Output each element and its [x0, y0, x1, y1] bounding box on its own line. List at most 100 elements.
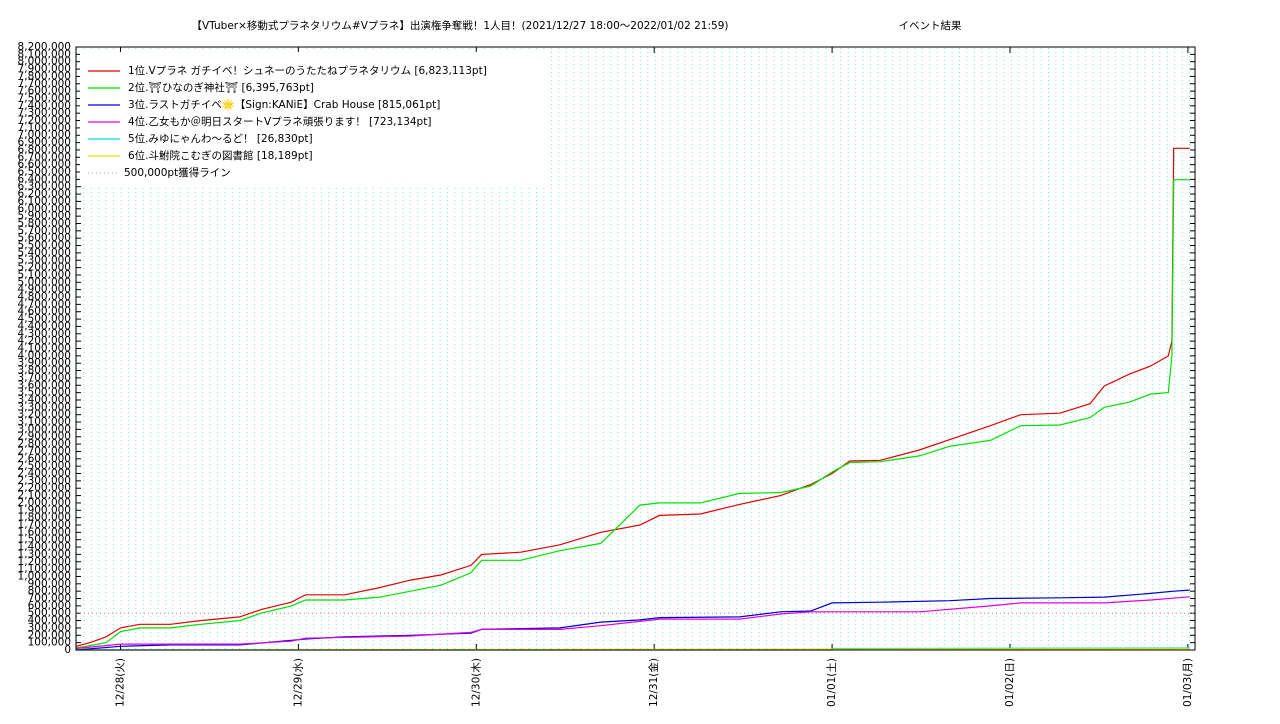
- legend-label: 3位.ラストガチイベ🌟【Sign:KANiE】Crab House [815,0…: [128, 98, 440, 111]
- y-tick-label: 6,000,000: [18, 203, 71, 215]
- y-tick-label: 1,600,000: [18, 526, 71, 538]
- y-tick-label: 2,600,000: [18, 453, 71, 465]
- y-tick-label: 1,900,000: [18, 504, 71, 516]
- x-tick-label: 01/02(日): [1004, 658, 1016, 707]
- y-tick-label: 1,500,000: [18, 534, 71, 546]
- y-tick-label: 2,400,000: [18, 468, 71, 480]
- x-tick-label: 12/30(木): [470, 658, 482, 707]
- y-tick-label: 7,400,000: [18, 100, 71, 112]
- x-tick-label: 12/28(火): [114, 658, 126, 707]
- y-tick-label: 7,700,000: [18, 78, 71, 90]
- y-tick-label: 3,400,000: [18, 394, 71, 406]
- y-tick-label: 0: [64, 644, 71, 656]
- x-tick-label: 12/31(金): [647, 658, 660, 707]
- legend-label: 6位.斗鮒院こむぎの図書館 [18,189pt]: [128, 149, 313, 162]
- y-tick-label: 3,700,000: [18, 372, 71, 384]
- y-tick-label: 900,000: [28, 578, 71, 590]
- y-tick-label: 2,100,000: [18, 490, 71, 502]
- y-tick-label: 5,600,000: [18, 232, 71, 244]
- y-tick-label: 6,600,000: [18, 159, 71, 171]
- x-tick-label: 01/03(月): [1182, 658, 1194, 707]
- y-tick-label: 5,500,000: [18, 240, 71, 252]
- y-tick-label: 6,100,000: [18, 195, 71, 207]
- x-tick-label: 01/01(土): [825, 658, 838, 707]
- y-tick-label: 1,400,000: [18, 541, 71, 553]
- y-tick-label: 4,600,000: [18, 306, 71, 318]
- y-tick-label: 5,200,000: [18, 262, 71, 274]
- y-tick-label: 4,700,000: [18, 298, 71, 310]
- y-tick-label: 3,200,000: [18, 409, 71, 421]
- y-tick-label: 4,400,000: [18, 320, 71, 332]
- y-tick-label: 3,500,000: [18, 387, 71, 399]
- y-tick-label: 6,900,000: [18, 137, 71, 149]
- chart-title: 【VTuber×移動式プラネタリウム#Vプラネ】出演権争奪戦！1人目！(2021…: [192, 19, 729, 32]
- y-tick-label: 7,800,000: [18, 70, 71, 82]
- y-tick-label: 4,200,000: [18, 335, 71, 347]
- y-tick-label: 3,600,000: [18, 379, 71, 391]
- y-tick-label: 8,200,000: [18, 41, 71, 53]
- y-tick-label: 5,000,000: [18, 276, 71, 288]
- y-tick-label: 7,900,000: [18, 63, 71, 75]
- y-tick-label: 700,000: [28, 593, 71, 605]
- y-tick-label: 2,200,000: [18, 482, 71, 494]
- y-tick-label: 6,400,000: [18, 173, 71, 185]
- y-tick-label: 1,200,000: [18, 556, 71, 568]
- y-tick-label: 2,800,000: [18, 438, 71, 450]
- legend-label: 4位.乙女もか＠明日スタートVプラネ頑張ります！ [723,134pt]: [128, 115, 431, 128]
- y-tick-label: 1,100,000: [18, 563, 71, 575]
- y-tick-label: 2,700,000: [18, 445, 71, 457]
- legend-label: 500,000pt獲得ライン: [124, 166, 231, 179]
- legend-label: 5位.みゆにゃんわ〜るど！ [26,830pt]: [128, 132, 313, 145]
- y-tick-label: 800,000: [28, 585, 71, 597]
- y-tick-label: 4,500,000: [18, 313, 71, 325]
- y-tick-label: 3,300,000: [18, 401, 71, 413]
- y-tick-label: 7,000,000: [18, 129, 71, 141]
- y-tick-label: 7,200,000: [18, 115, 71, 127]
- y-tick-label: 2,000,000: [18, 497, 71, 509]
- y-tick-label: 2,300,000: [18, 475, 71, 487]
- y-tick-label: 6,700,000: [18, 151, 71, 163]
- y-tick-label: 1,000,000: [18, 570, 71, 582]
- y-tick-label: 7,500,000: [18, 92, 71, 104]
- y-tick-label: 3,800,000: [18, 365, 71, 377]
- y-tick-label: 400,000: [28, 615, 71, 627]
- y-tick-label: 7,300,000: [18, 107, 71, 119]
- y-tick-label: 1,300,000: [18, 548, 71, 560]
- y-tick-label: 2,900,000: [18, 431, 71, 443]
- y-tick-label: 4,800,000: [18, 291, 71, 303]
- series-line: [75, 147, 1190, 647]
- y-tick-label: 3,000,000: [18, 423, 71, 435]
- y-tick-label: 2,500,000: [18, 460, 71, 472]
- series-line: [75, 179, 1190, 649]
- y-tick-label: 200,000: [28, 629, 71, 641]
- y-tick-label: 1,700,000: [18, 519, 71, 531]
- y-tick-label: 4,300,000: [18, 328, 71, 340]
- chart-subtitle: イベント結果: [899, 19, 962, 32]
- y-tick-label: 3,100,000: [18, 416, 71, 428]
- y-tick-label: 5,700,000: [18, 225, 71, 237]
- y-tick-label: 6,800,000: [18, 144, 71, 156]
- y-tick-label: 5,100,000: [18, 269, 71, 281]
- y-tick-label: 4,900,000: [18, 284, 71, 296]
- series-line: [75, 596, 1190, 650]
- y-tick-label: 500,000: [28, 607, 71, 619]
- y-tick-label: 6,200,000: [18, 188, 71, 200]
- y-tick-label: 1,800,000: [18, 512, 71, 524]
- y-tick-label: 5,900,000: [18, 210, 71, 222]
- y-tick-label: 300,000: [28, 622, 71, 634]
- x-tick-label: 12/29(水): [292, 658, 304, 707]
- y-tick-label: 600,000: [28, 600, 71, 612]
- y-tick-label: 100,000: [28, 637, 71, 649]
- y-tick-label: 7,600,000: [18, 85, 71, 97]
- legend-label: 2位.⛩ひなのぎ神社⛩ [6,395,763pt]: [128, 81, 314, 94]
- y-tick-label: 7,100,000: [18, 122, 71, 134]
- y-tick-label: 6,500,000: [18, 166, 71, 178]
- legend-box: [80, 52, 546, 186]
- y-tick-label: 6,300,000: [18, 181, 71, 193]
- y-tick-label: 8,000,000: [18, 56, 71, 68]
- y-tick-label: 5,300,000: [18, 254, 71, 266]
- y-tick-label: 4,000,000: [18, 350, 71, 362]
- y-tick-label: 3,900,000: [18, 357, 71, 369]
- y-tick-label: 8,100,000: [18, 48, 71, 60]
